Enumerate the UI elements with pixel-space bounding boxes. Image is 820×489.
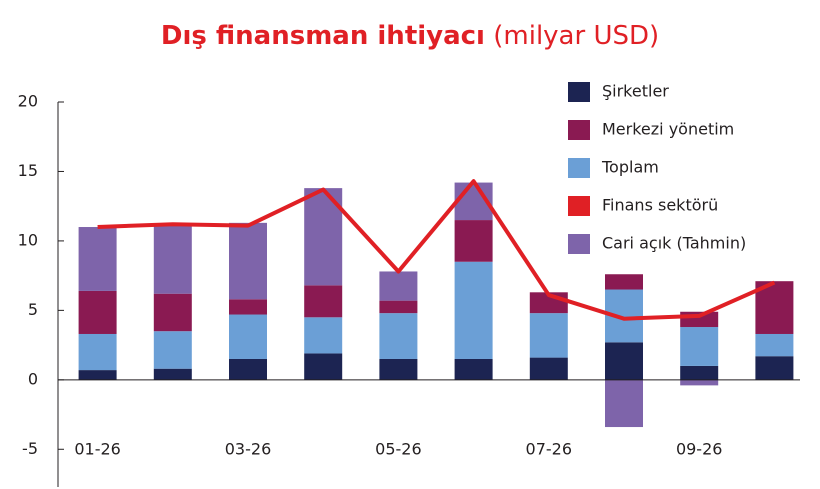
bar-segment <box>605 379 643 428</box>
legend-label: Cari açık (Tahmin) <box>602 234 746 253</box>
bar-segment <box>153 293 192 332</box>
bar-segment <box>379 313 418 359</box>
y-tick-label: -5 <box>22 439 38 458</box>
bar-segment <box>153 368 192 380</box>
legend-label: Şirketler <box>602 82 669 101</box>
bar-segment <box>454 358 493 380</box>
bar-segment <box>304 317 343 354</box>
x-tick-label: 07-26 <box>526 440 573 459</box>
y-tick-label: 15 <box>18 161 38 180</box>
bar-segment <box>454 220 493 262</box>
legend-label: Finans sektörü <box>602 196 718 215</box>
bar-segment <box>755 333 794 357</box>
bar-segment <box>379 300 418 314</box>
legend-swatch <box>568 234 590 254</box>
bar-segment <box>304 353 343 380</box>
bar-segment <box>529 357 568 380</box>
legend-swatch <box>568 158 590 178</box>
legend-swatch <box>568 196 590 216</box>
bar-segment <box>379 271 418 301</box>
y-tick-label: 10 <box>18 230 38 249</box>
bar-segment <box>304 285 343 318</box>
bar-segment <box>229 222 267 300</box>
bar-segment <box>454 261 493 359</box>
y-tick-label: 5 <box>28 300 38 319</box>
bar-segment <box>153 331 192 369</box>
y-tick-label: 0 <box>28 369 38 388</box>
legend-label: Merkezi yönetim <box>602 120 734 139</box>
chart-subtitle: (milyar USD) <box>493 21 659 51</box>
bar-segment <box>78 370 117 380</box>
bar-segment <box>680 365 719 380</box>
x-tick-label: 01-26 <box>74 440 121 459</box>
x-tick-label: 09-26 <box>676 440 723 459</box>
bar-segment <box>379 358 418 380</box>
x-tick-label: 03-26 <box>225 440 272 459</box>
chart-title-group: Dış finansman ihtiyacı (milyar USD) <box>161 21 659 51</box>
bar-segment <box>229 299 267 315</box>
line-series <box>97 179 776 321</box>
bar-segment <box>78 290 117 334</box>
legend-swatch <box>568 120 590 140</box>
bar-segment <box>605 274 643 290</box>
bar-segment <box>755 356 794 380</box>
bar-segment <box>78 333 117 371</box>
bar-segment <box>605 342 643 380</box>
legend-label: Toplam <box>601 158 659 177</box>
legend-swatch <box>568 82 590 102</box>
x-tick-label: 05-26 <box>375 440 422 459</box>
bar-segment <box>78 227 117 291</box>
bar-segment <box>229 314 267 359</box>
bar-segment <box>680 379 719 386</box>
bar-segment <box>153 224 192 294</box>
bar-segment <box>680 327 719 366</box>
chart-title: Dış finansman ihtiyacı <box>161 21 485 51</box>
bar-segment <box>229 358 267 380</box>
bar-segment <box>529 313 568 358</box>
y-tick-label: 20 <box>18 92 38 111</box>
